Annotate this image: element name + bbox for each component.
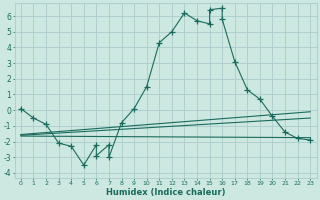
X-axis label: Humidex (Indice chaleur): Humidex (Indice chaleur) xyxy=(106,188,225,197)
